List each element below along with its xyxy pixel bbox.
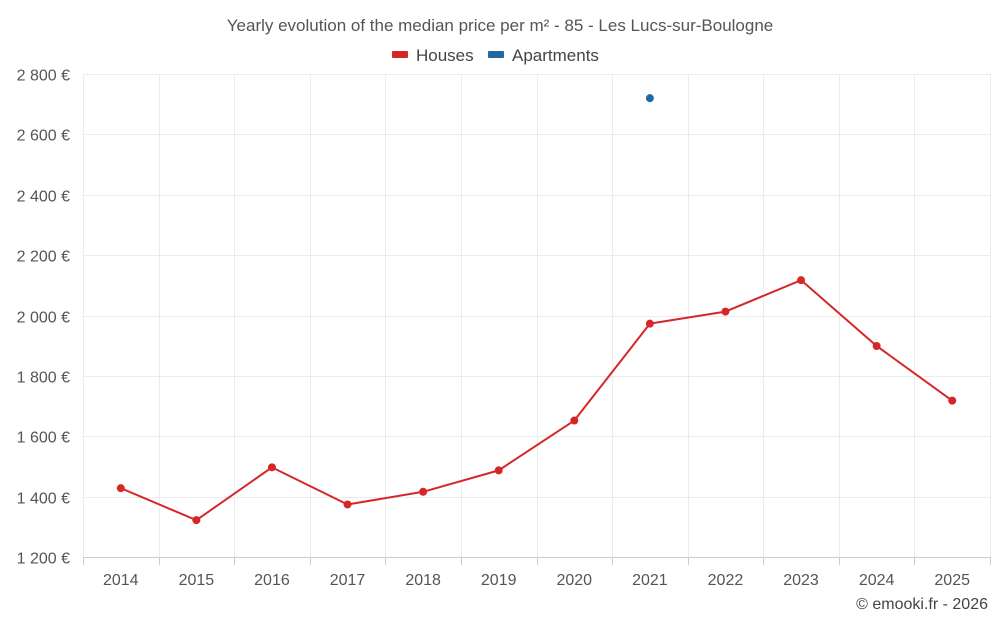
- y-tick-label: 2 000 €: [17, 310, 70, 327]
- data-point-houses[interactable]: [494, 466, 503, 475]
- grid: [83, 74, 991, 558]
- data-point-houses[interactable]: [116, 484, 125, 493]
- legend: Houses Apartments: [392, 46, 599, 65]
- y-tick-label: 2 800 €: [17, 68, 70, 85]
- data-point-houses[interactable]: [267, 463, 276, 472]
- x-tick-label: 2015: [179, 572, 215, 589]
- plot-area: [116, 94, 957, 525]
- x-tick-label: 2023: [783, 572, 819, 589]
- data-point-houses[interactable]: [948, 396, 957, 405]
- x-tick-label: 2019: [481, 572, 517, 589]
- x-tick-label: 2017: [330, 572, 366, 589]
- chart-title: Yearly evolution of the median price per…: [227, 16, 774, 35]
- y-tick-label: 2 200 €: [17, 249, 70, 266]
- x-tick-label: 2014: [103, 572, 139, 589]
- legend-swatch-apartments: [488, 51, 504, 58]
- data-point-houses[interactable]: [797, 276, 806, 285]
- series-line-houses: [120, 279, 953, 522]
- data-point-houses[interactable]: [570, 416, 579, 425]
- y-tick-label: 2 400 €: [17, 189, 70, 206]
- legend-swatch-houses: [392, 51, 408, 58]
- x-tick-label: 2024: [859, 572, 895, 589]
- x-tick-label: 2018: [405, 572, 441, 589]
- y-tick-label: 1 200 €: [17, 551, 70, 568]
- x-tick-label: 2025: [934, 572, 970, 589]
- data-point-houses[interactable]: [192, 516, 201, 525]
- x-axis: 2014 2015 2016 2017 2018 2019 2020 2021 2022 2023…: [83, 557, 991, 589]
- y-tick-label: 1 800 €: [17, 370, 70, 387]
- y-axis: 1 200 € 1 400 € 1 600 € 1 800 € 2 000 € 2 200…: [17, 68, 70, 568]
- legend-label-apartments: Apartments: [512, 46, 599, 65]
- data-point-houses[interactable]: [721, 307, 730, 316]
- legend-item-apartments[interactable]: Apartments: [488, 46, 599, 65]
- legend-item-houses[interactable]: Houses: [392, 46, 474, 65]
- x-tick-label: 2022: [708, 572, 744, 589]
- y-tick-label: 1 400 €: [17, 491, 70, 508]
- data-point-houses[interactable]: [872, 341, 881, 350]
- y-tick-label: 2 600 €: [17, 128, 70, 145]
- credits-text: © emooki.fr - 2026: [856, 596, 988, 613]
- data-point-apartments[interactable]: [645, 94, 654, 103]
- x-tick-label: 2020: [556, 572, 592, 589]
- x-tick-label: 2021: [632, 572, 668, 589]
- data-point-houses[interactable]: [343, 500, 352, 509]
- data-point-houses[interactable]: [419, 487, 428, 496]
- data-point-houses[interactable]: [645, 319, 654, 328]
- y-tick-label: 1 600 €: [17, 430, 70, 447]
- x-tick-label: 2016: [254, 572, 290, 589]
- legend-label-houses: Houses: [416, 46, 474, 65]
